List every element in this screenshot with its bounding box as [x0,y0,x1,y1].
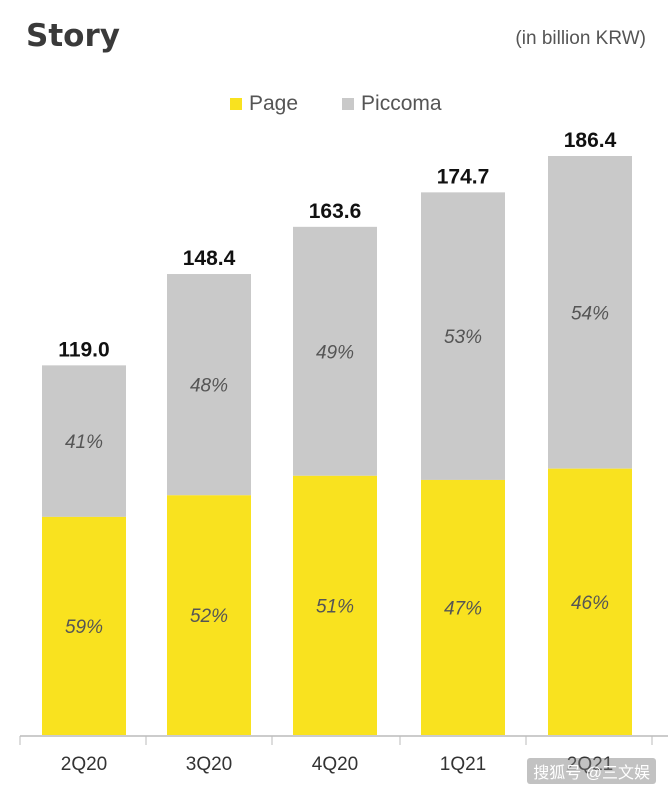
bar-page-3Q20 [167,495,251,735]
units-label: (in billion KRW) [515,28,646,49]
bar-piccoma-3Q20 [167,274,251,496]
share-label-page-1Q21: 47% [444,598,482,619]
bar-piccoma-2Q20 [42,365,126,517]
x-tick-label-2Q21: 2Q21 [567,754,613,775]
total-label-3Q20: 148.4 [183,247,236,270]
legend: Page Piccoma [230,92,486,116]
share-label-piccoma-1Q21: 53% [444,327,482,348]
bar-page-4Q20 [293,475,377,735]
total-label-4Q20: 163.6 [309,200,362,223]
watermark: 搜狐号 @三文娱 [527,758,656,784]
bar-page-2Q20 [42,516,126,735]
share-label-page-2Q21: 46% [571,593,609,614]
total-label-1Q21: 174.7 [437,165,490,188]
legend-label-page: Page [249,92,299,115]
x-tick-label-3Q20: 3Q20 [186,754,232,775]
bar-piccoma-4Q20 [293,226,377,476]
total-label-2Q21: 186.4 [564,129,617,152]
legend-swatch-page [230,98,242,110]
legend-item-piccoma: Piccoma [342,92,442,116]
share-label-piccoma-4Q20: 49% [316,342,354,363]
share-label-page-3Q20: 52% [190,606,228,627]
legend-swatch-piccoma [342,98,355,110]
bar-page-1Q21 [421,479,505,735]
x-tick-label-2Q20: 2Q20 [61,754,107,775]
chart-title: Story [26,18,120,54]
legend-label-piccoma: Piccoma [361,92,442,115]
share-label-piccoma-2Q20: 41% [65,432,103,453]
bar-page-2Q21 [548,468,632,735]
bar-piccoma-1Q21 [421,192,505,480]
legend-item-page: Page [230,92,298,116]
share-label-page-4Q20: 51% [316,596,354,617]
total-label-2Q20: 119.0 [58,338,109,361]
x-tick-label-4Q20: 4Q20 [312,754,358,775]
share-label-page-2Q20: 59% [65,617,103,638]
bar-piccoma-2Q21 [548,156,632,469]
share-label-piccoma-3Q20: 48% [190,376,228,397]
x-tick-label-1Q21: 1Q21 [440,754,486,775]
share-label-piccoma-2Q21: 54% [571,303,609,324]
